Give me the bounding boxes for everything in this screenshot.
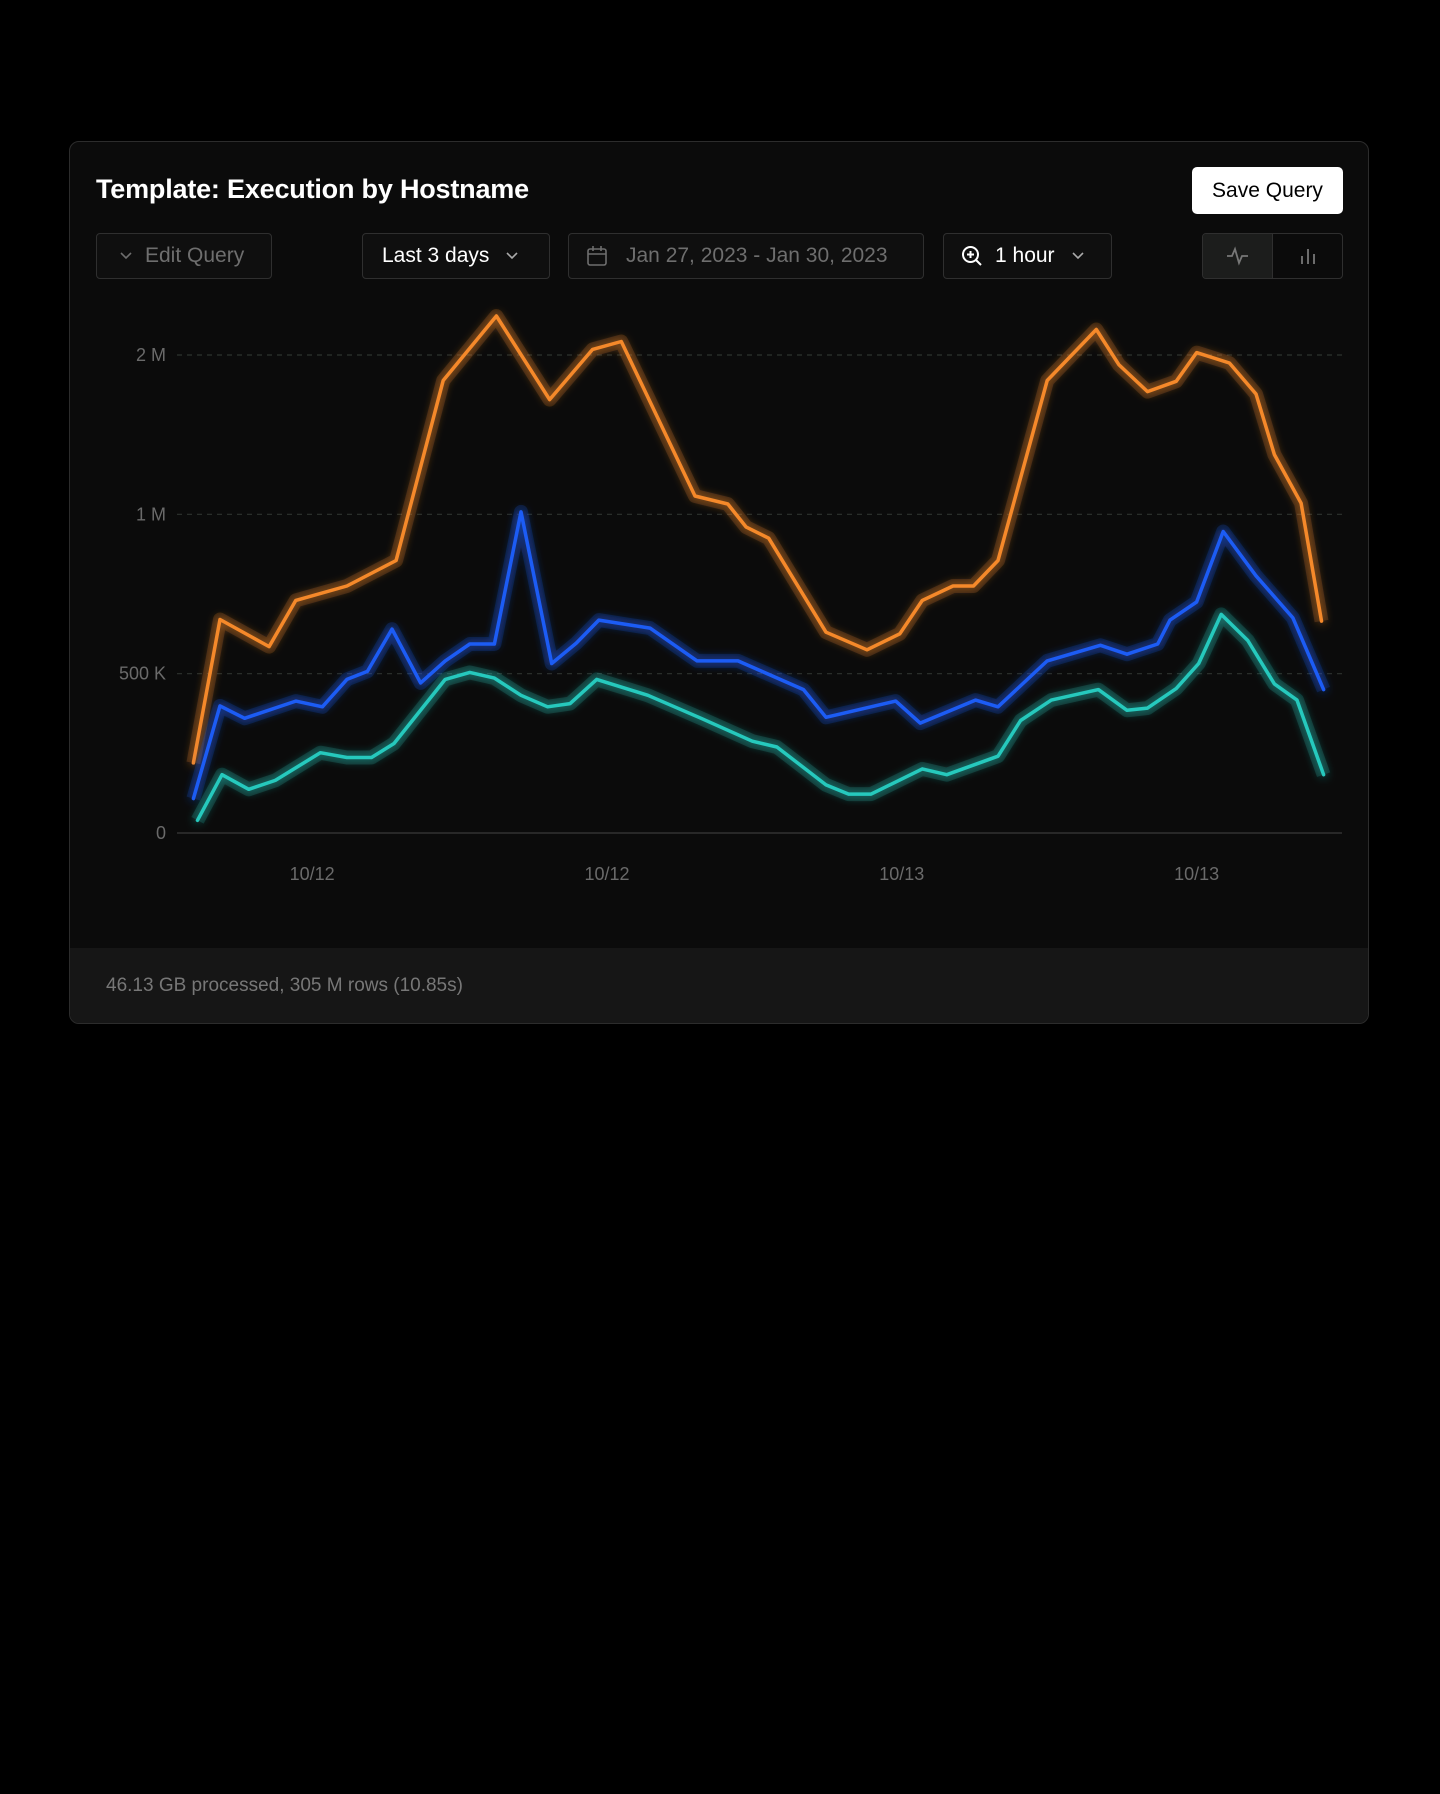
y-tick-label: 500 K <box>119 664 166 684</box>
x-tick-label: 10/13 <box>1174 864 1219 884</box>
y-tick-label: 1 M <box>136 504 166 524</box>
chevron-down-icon <box>120 252 132 260</box>
date-range-value: Jan 27, 2023 - Jan 30, 2023 <box>626 244 888 267</box>
x-tick-label: 10/13 <box>879 864 924 884</box>
save-query-button[interactable]: Save Query <box>1192 167 1343 214</box>
chevron-down-icon <box>1071 252 1084 260</box>
bar-chart-toggle[interactable] <box>1273 234 1342 278</box>
query-stats-footer: 46.13 GB processed, 305 M rows (10.85s) <box>70 948 1368 1023</box>
edit-query-button[interactable]: Edit Query <box>96 233 272 279</box>
range-value: Last 3 days <box>382 244 490 267</box>
zoom-in-icon <box>962 246 982 266</box>
line-chart-toggle[interactable] <box>1203 234 1273 278</box>
y-tick-label: 2 M <box>136 345 166 365</box>
execution-line-chart: 0 500 K 1 M 2 M 10/12 10/12 10/13 10/13 <box>119 309 1342 884</box>
query-stats: 46.13 GB processed, 305 M rows (10.85s) <box>106 975 463 996</box>
x-tick-label: 10/12 <box>290 864 335 884</box>
calendar-icon <box>587 246 607 266</box>
date-range-picker[interactable]: Jan 27, 2023 - Jan 30, 2023 <box>568 233 924 279</box>
range-select[interactable]: Last 3 days <box>362 233 550 279</box>
edit-query-label: Edit Query <box>145 244 245 267</box>
line-chart-icon <box>1226 246 1248 266</box>
query-card: Template: Execution by Hostname Save Que… <box>69 141 1369 1024</box>
chevron-down-icon <box>506 252 518 260</box>
y-tick-label: 0 <box>156 823 166 843</box>
page-title: Template: Execution by Hostname <box>96 174 529 204</box>
chart-type-toggle <box>1202 233 1343 279</box>
series-0-glow <box>186 309 1329 765</box>
x-tick-label: 10/12 <box>584 864 629 884</box>
interval-value: 1 hour <box>995 244 1055 267</box>
interval-select[interactable]: 1 hour <box>943 233 1112 279</box>
bar-chart-icon <box>1300 249 1315 264</box>
